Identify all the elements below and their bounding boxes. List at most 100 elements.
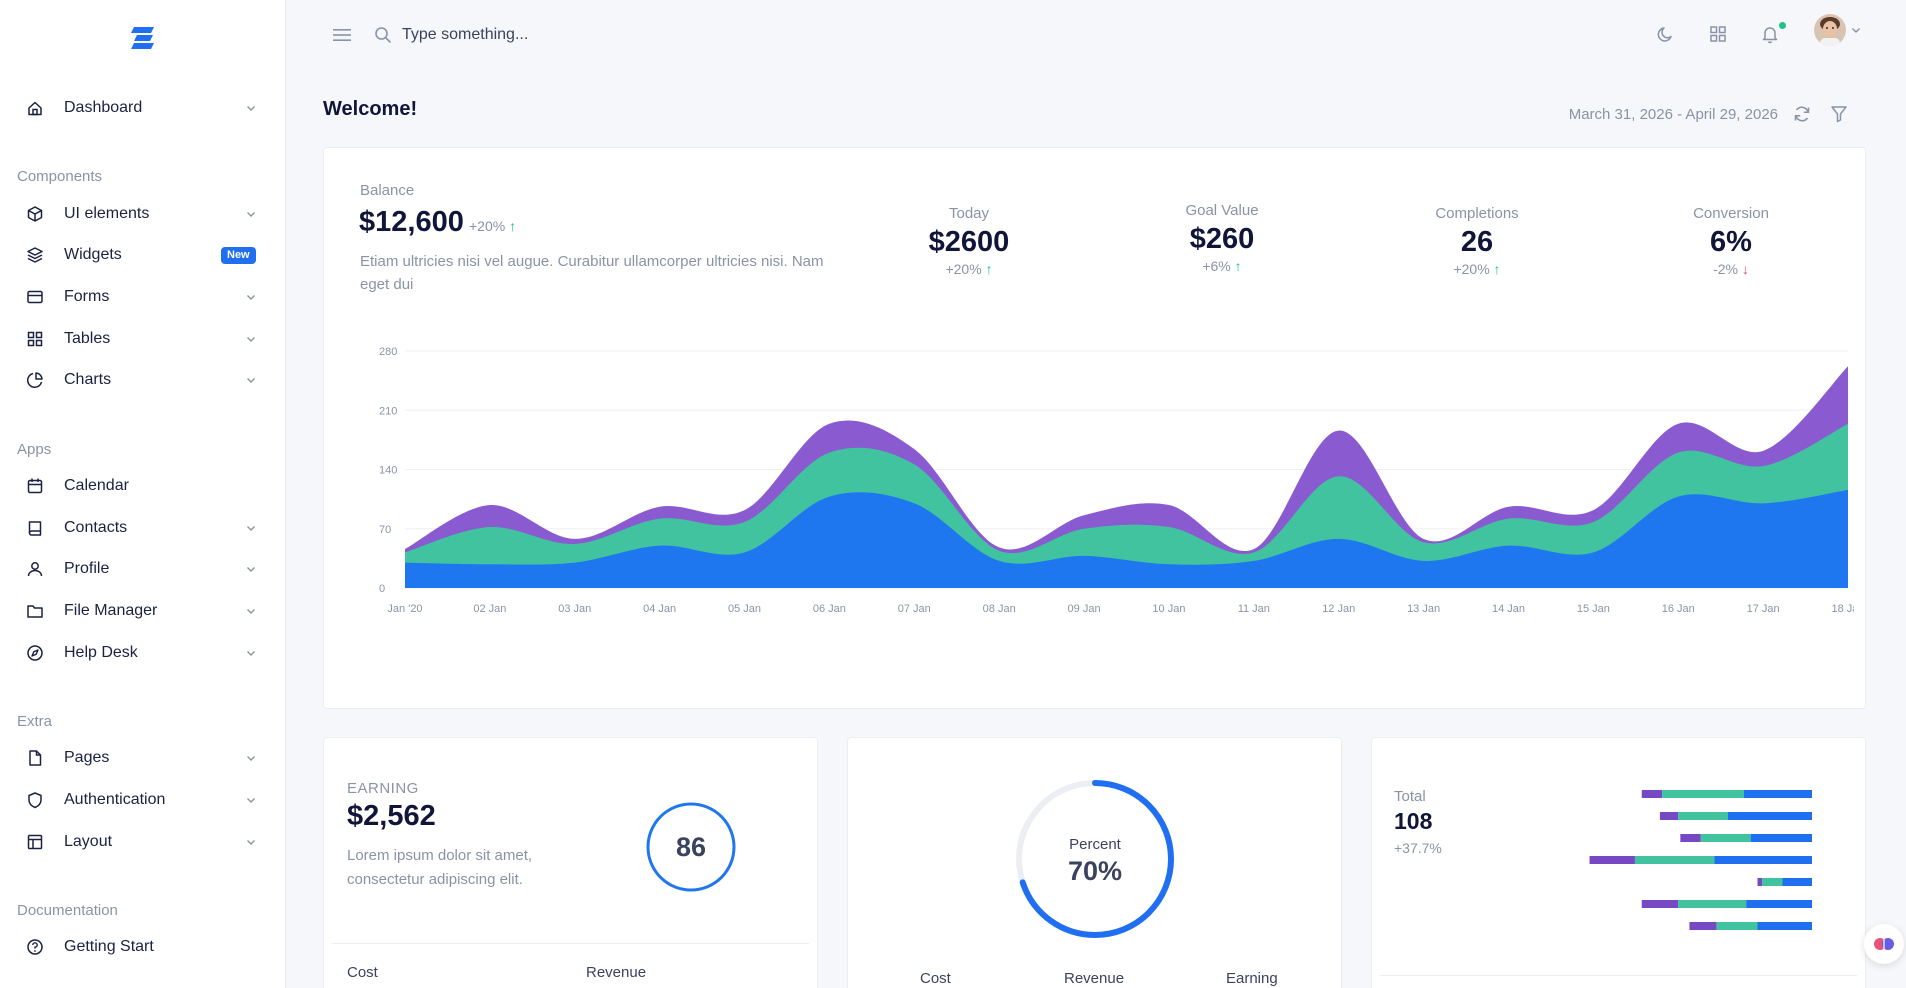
chevron-down-icon (247, 526, 255, 531)
search-input[interactable] (402, 22, 722, 48)
x-tick-label: 12 Jan (1322, 603, 1355, 615)
area-series-1 (405, 489, 1848, 588)
stat-goal-value: Goal Value $260 +6% ↑ (1132, 202, 1312, 274)
pie-chart-icon (27, 372, 43, 388)
compass-icon (27, 645, 43, 661)
sidebar-item-charts[interactable]: Charts (0, 362, 286, 398)
sidebar-item-profile[interactable]: Profile (0, 551, 286, 587)
stat-change-text: -2% (1713, 261, 1738, 277)
x-tick-label: 18 Jan (1831, 603, 1854, 615)
x-tick-label: 02 Jan (473, 603, 506, 615)
nav-group-title: Documentation (17, 902, 118, 919)
sidebar-item-label: UI elements (64, 205, 150, 222)
avatar[interactable] (1814, 14, 1846, 46)
y-tick-label: 140 (379, 465, 397, 477)
stat-change-text: +20% (945, 261, 982, 277)
refresh-icon[interactable] (1792, 104, 1812, 124)
calendar-icon (27, 478, 43, 494)
stat-value: $260 (1189, 223, 1255, 255)
percent-label: Percent (1069, 836, 1121, 853)
y-tick-label: 210 (379, 405, 397, 417)
earning-ring-value: 86 (675, 832, 707, 862)
divider (332, 943, 809, 944)
sidebar-item-label: Contacts (64, 519, 128, 536)
stat-change-text: +6% (1202, 258, 1231, 274)
sidebar-item-dashboard[interactable]: Dashboard (0, 90, 286, 126)
total-bar-segment (1678, 812, 1729, 820)
chevron-down-icon (247, 651, 255, 656)
total-bar-segment (1746, 900, 1812, 908)
stat-value: $2600 (928, 226, 1010, 258)
x-tick-label: 09 Jan (1068, 603, 1101, 615)
sidebar-item-tables[interactable]: Tables (0, 321, 286, 357)
stat-change: +6% ↑ (1132, 258, 1312, 274)
sidebar-item-widgets[interactable]: Widgets New (0, 237, 286, 273)
total-title: Total (1394, 788, 1426, 805)
sidebar-item-file-manager[interactable]: File Manager (0, 593, 286, 629)
sidebar-item-contacts[interactable]: Contacts (0, 510, 286, 546)
floating-action-button[interactable] (1864, 924, 1904, 964)
chevron-down-icon (247, 378, 255, 383)
sidebar-item-label: Profile (64, 560, 110, 577)
sidebar-item-pages[interactable]: Pages (0, 740, 286, 776)
earning-description: Lorem ipsum dolor sit amet, consectetur … (347, 847, 533, 888)
earning-card: EARNING $2,562 Lorem ipsum dolor sit ame… (323, 737, 818, 988)
brain-icon (1874, 938, 1894, 950)
sidebar-item-ui-elements[interactable]: UI elements (0, 196, 286, 232)
ring-progress (646, 802, 736, 892)
date-range-picker[interactable]: March 31, 2026 - April 29, 2026 (1568, 106, 1778, 123)
percent-footer-cost: Cost (920, 970, 951, 987)
menu-icon[interactable] (332, 26, 352, 44)
total-bar-segment (1689, 922, 1717, 930)
sidebar-item-getting-start[interactable]: Getting Start (0, 929, 286, 965)
sidebar-item-label: Layout (64, 833, 113, 850)
nav-group-title: Components (17, 168, 103, 185)
apps-grid-icon[interactable] (1708, 24, 1728, 44)
stat-value: 26 (1460, 226, 1494, 258)
moon-icon[interactable] (1656, 24, 1676, 44)
area-chart: 0 70 140 210 280 Jan '20 02 Jan 03 Jan 04 Jan 05 … (379, 346, 1854, 615)
chevron-down-icon (247, 295, 255, 300)
chevron-down-icon[interactable] (1850, 24, 1862, 36)
chevron-down-icon (247, 212, 255, 217)
total-bar-segment (1589, 856, 1635, 864)
y-tick-label: 0 (379, 583, 385, 595)
chevron-down-icon (247, 756, 255, 761)
x-tick-label: Jan '20 (387, 603, 422, 615)
bell-icon[interactable] (1760, 24, 1780, 44)
divider (1380, 975, 1857, 976)
balance-label: Balance (360, 182, 415, 199)
total-bar-segment (1659, 812, 1679, 820)
sidebar-item-layout[interactable]: Layout (0, 824, 286, 860)
overview-card: Balance $12,600 +20% ↑ Etiam ultricies n… (323, 147, 1866, 709)
x-tick-label: 08 Jan (983, 603, 1016, 615)
chevron-down-icon (247, 106, 255, 111)
total-bar-segment (1757, 878, 1763, 886)
search-bar (374, 18, 734, 52)
sidebar-item-authentication[interactable]: Authentication (0, 782, 286, 818)
x-tick-label: 04 Jan (643, 603, 676, 615)
balance-description: Etiam ultricies nisi vel augue. Curabitu… (360, 253, 824, 293)
sidebar-item-label: Help Desk (64, 644, 138, 661)
sidebar-item-help-desk[interactable]: Help Desk (0, 635, 286, 671)
total-bar-segment (1680, 834, 1701, 842)
sidebar-item-label: Authentication (64, 791, 166, 808)
sidebar-item-calendar[interactable]: Calendar (0, 468, 286, 504)
earning-footer-cost: Cost (347, 964, 378, 981)
help-circle-icon (27, 939, 43, 955)
total-bar-segment (1714, 856, 1812, 864)
sidebar-item-forms[interactable]: Forms (0, 279, 286, 315)
arrow-up-icon: ↑ (1493, 261, 1501, 277)
stat-today: Today $2600 +20% ↑ (879, 205, 1059, 277)
chevron-down-icon (247, 609, 255, 614)
sidebar-item-label: Forms (64, 288, 110, 305)
layers-icon (27, 247, 43, 263)
brand-logo-icon[interactable] (128, 24, 156, 52)
topbar (286, 0, 1906, 70)
total-bar-segment (1641, 790, 1663, 798)
stat-value: 6% (1710, 226, 1752, 258)
arrow-up-icon: ↑ (1234, 258, 1242, 274)
filter-icon[interactable] (1830, 104, 1848, 124)
percent-ring (1016, 780, 1174, 938)
